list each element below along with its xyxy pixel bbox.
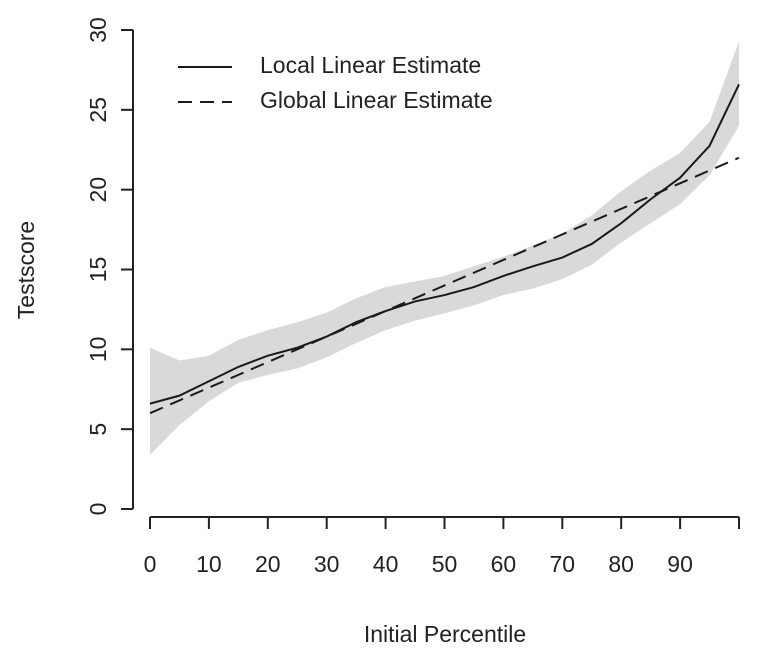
line [149, 156, 740, 415]
y-tick-label: 15 [85, 257, 111, 283]
x-tick-label: 20 [255, 551, 281, 577]
x-tick-label: 50 [432, 551, 458, 577]
x-tick-label: 40 [373, 551, 399, 577]
y-axis-title: Testscore [13, 221, 39, 319]
y-tick-label: 0 [85, 503, 111, 516]
legend-label: Global Linear Estimate [260, 87, 493, 113]
y-tick-label: 10 [85, 337, 111, 363]
confidence-band [150, 41, 739, 455]
x-axis-title: Initial Percentile [364, 621, 526, 647]
line [149, 83, 740, 405]
x-tick-label: 30 [314, 551, 340, 577]
y-tick-label: 20 [85, 177, 111, 203]
legend-label: Local Linear Estimate [260, 52, 481, 78]
x-tick-label: 90 [667, 551, 693, 577]
x-tick-label: 60 [491, 551, 517, 577]
y-tick-label: 30 [85, 17, 111, 43]
x-tick-label: 80 [608, 551, 634, 577]
x-tick-label: 70 [550, 551, 576, 577]
y-tick-label: 5 [85, 423, 111, 436]
x-tick-label: 0 [144, 551, 157, 577]
x-tick-label: 10 [196, 551, 222, 577]
y-tick-label: 25 [85, 97, 111, 123]
